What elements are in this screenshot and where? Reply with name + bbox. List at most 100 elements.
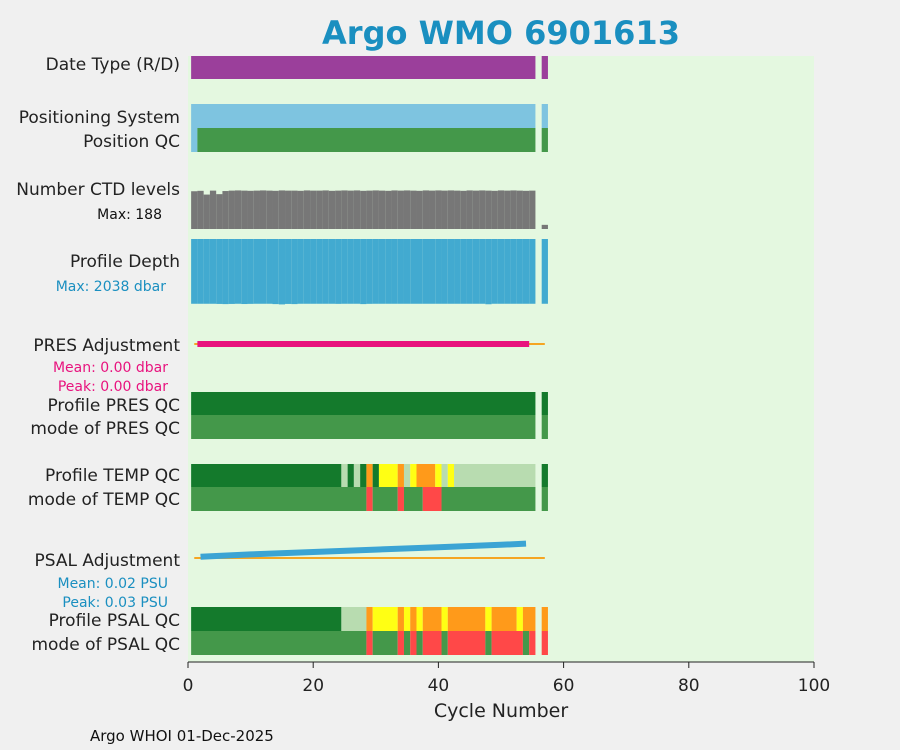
mode-psal-qc-segment (403, 631, 411, 655)
profile-depth-bar (278, 239, 286, 305)
row-label-profile-depth: Profile Depth (70, 252, 180, 272)
date-type-segment (541, 56, 548, 79)
mode-psal-qc-segment (191, 631, 367, 655)
profile-depth-bar (410, 239, 417, 304)
date-type-segment (191, 56, 536, 79)
row-label-date-type: Date Type (R/D) (46, 55, 180, 75)
mode-temp-qc-segment (366, 487, 373, 511)
mode-temp-qc-segment (422, 487, 442, 511)
ctd-level-bar (541, 224, 548, 229)
ctd-level-bar (491, 190, 498, 229)
ctd-level-bar (353, 190, 361, 229)
ctd-level-bar (454, 190, 461, 229)
ctd-level-bar (510, 190, 517, 229)
mode-psal-qc-segment (485, 631, 492, 655)
profile-depth-bar (272, 239, 279, 305)
row-label-mode-temp-qc: mode of TEMP QC (28, 490, 180, 510)
profile-temp-qc-segment (360, 464, 367, 487)
footer-credit: Argo WHOI 01-Dec-2025 (90, 727, 274, 745)
profile-depth-bar (341, 239, 348, 304)
ctd-level-bar (466, 190, 473, 229)
ctd-level-bar (266, 190, 273, 229)
ctd-level-bar (378, 190, 386, 229)
ctd-level-bar (435, 190, 442, 229)
mode-psal-qc-segment (447, 631, 486, 655)
mode-temp-qc-segment (397, 487, 404, 511)
ctd-level-bar (272, 190, 279, 229)
profile-depth-bar (322, 239, 329, 304)
profile-depth-bar (285, 239, 292, 304)
profile-depth-bar (222, 239, 229, 305)
x-tick-label: 40 (428, 676, 450, 696)
profile-depth-bar (497, 239, 505, 304)
ctd-level-bar (441, 190, 448, 229)
profile-depth-bar (491, 239, 498, 304)
profile-depth-bar (504, 239, 511, 304)
ctd-max-note: Max: 188 (97, 207, 162, 223)
profile-psal-qc-segment (191, 607, 342, 631)
position-qc-segment (197, 128, 536, 152)
ctd-level-bar (416, 190, 423, 229)
ctd-level-bar (391, 190, 398, 229)
row-label-pres-adjustment: PRES Adjustment (33, 336, 180, 356)
ctd-level-bar (234, 190, 242, 229)
profile-depth-bar (378, 239, 386, 304)
ctd-level-bar (385, 190, 392, 229)
ctd-level-bar (366, 190, 373, 229)
ctd-level-bar (191, 191, 198, 229)
profile-depth-bar (429, 239, 436, 304)
mode-psal-qc-segment (366, 631, 373, 655)
profile-depth-bar (454, 239, 461, 304)
profile-depth-bar (197, 239, 204, 304)
row-label-mode-pres-qc: mode of PRES QC (30, 419, 180, 439)
ctd-level-bar (303, 190, 311, 229)
psal-mean-note: Mean: 0.02 PSU (57, 576, 168, 592)
ctd-level-bar (297, 190, 304, 229)
profile-depth-bar (541, 239, 548, 304)
profile-depth-bar (316, 239, 323, 304)
profile-depth-bar (253, 239, 260, 304)
profile-depth-bar (259, 239, 267, 304)
profile-psal-qc-segment (372, 607, 398, 631)
ctd-level-bar (397, 190, 404, 229)
row-label-mode-psal-qc: mode of PSAL QC (31, 635, 180, 655)
mode-psal-qc-segment (397, 631, 404, 655)
profile-temp-qc-segment (541, 464, 548, 487)
ctd-level-bar (328, 190, 336, 229)
profile-depth-bar (403, 239, 411, 304)
mode-psal-qc-segment (529, 631, 536, 655)
ctd-level-bar (341, 190, 348, 229)
row-label-profile-psal-qc: Profile PSAL QC (49, 611, 180, 631)
row-label-positioning-system: Positioning System (19, 108, 180, 128)
profile-depth-bar (360, 239, 367, 305)
ctd-level-bar (247, 190, 254, 229)
x-tick-label: 60 (553, 676, 575, 696)
ctd-level-bar (479, 190, 486, 229)
profile-psal-qc-segment (491, 607, 517, 631)
mode-psal-qc-segment (422, 631, 442, 655)
profile-temp-qc-segment (341, 464, 348, 487)
mode-temp-qc-segment (441, 487, 536, 511)
profile-depth-bar (291, 239, 298, 305)
ctd-level-bar (504, 190, 511, 229)
x-tick-label: 0 (183, 676, 194, 696)
position-qc-segment (541, 128, 548, 152)
pres-peak-note: Peak: 0.00 dbar (58, 379, 168, 395)
x-axis-label: Cycle Number (434, 700, 568, 722)
positioning-system-segment (191, 104, 536, 128)
profile-depth-bar (466, 239, 473, 304)
profile-depth-bar (366, 239, 373, 304)
profile-depth-bar (247, 239, 254, 304)
profile-psal-qc-segment (410, 607, 417, 631)
ctd-level-bar (460, 190, 467, 229)
ctd-level-bar (447, 190, 455, 229)
ctd-level-bar (259, 190, 267, 229)
chart-title: Argo WMO 6901613 (322, 14, 680, 52)
ctd-level-bar (335, 190, 342, 229)
mode-temp-qc-segment (191, 487, 367, 511)
mode-pres-qc-segment (541, 415, 548, 439)
ctd-level-bar (360, 190, 367, 229)
x-tick-label: 100 (798, 676, 830, 696)
profile-depth-bar (266, 239, 273, 304)
x-tick-label: 20 (302, 676, 324, 696)
